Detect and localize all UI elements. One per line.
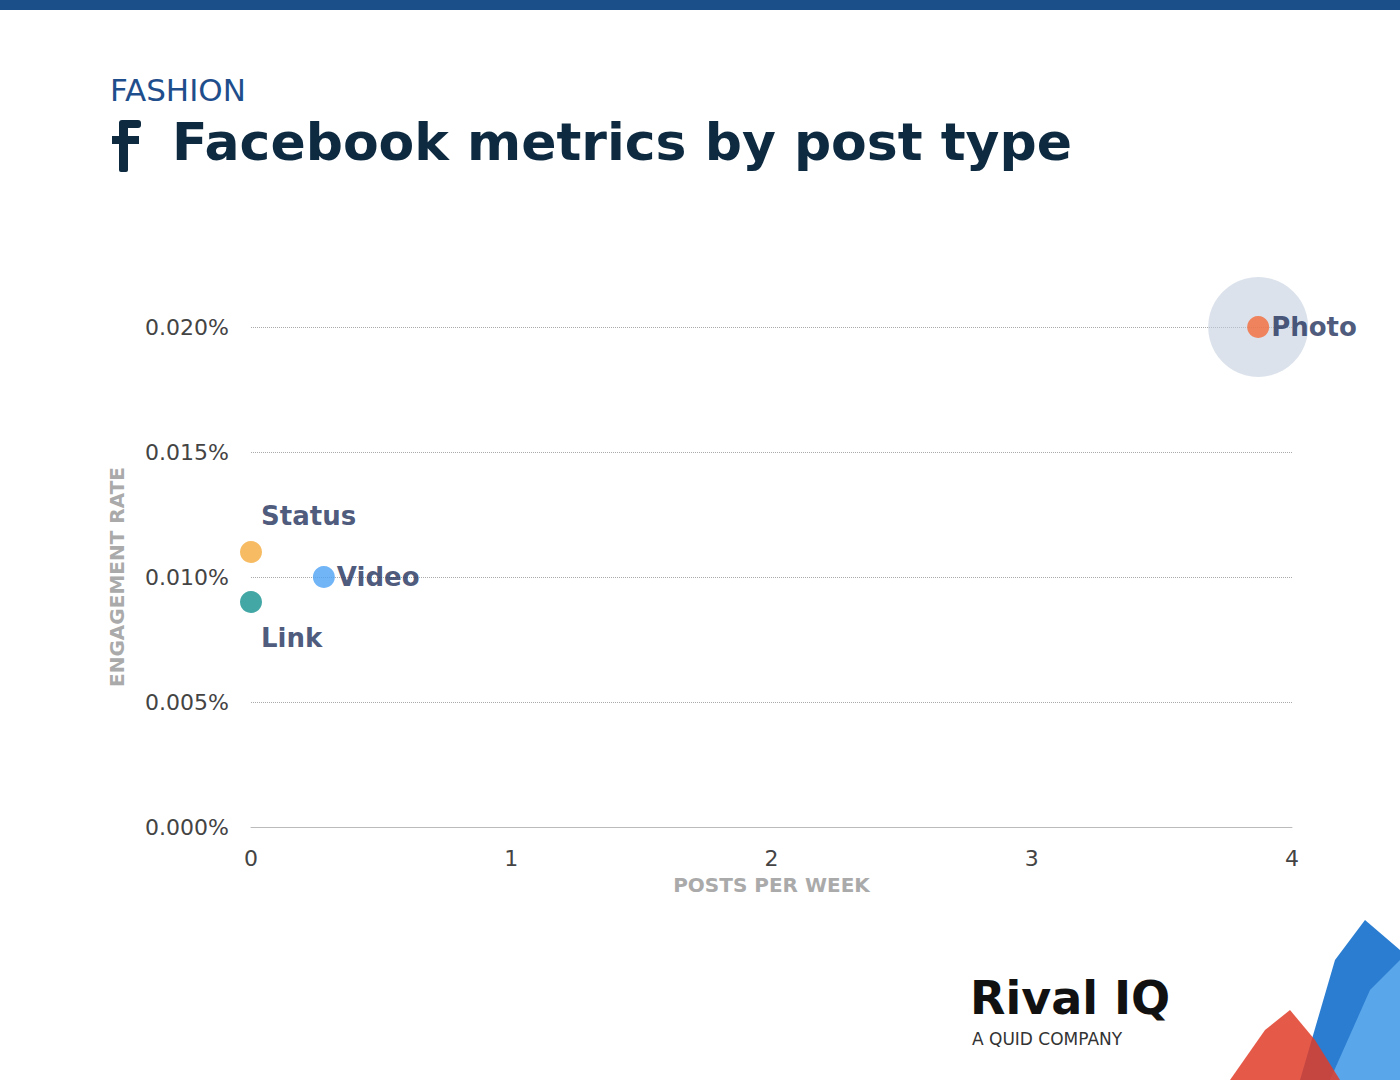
svg-text:Facebook metrics by post type: Facebook metrics by post type <box>172 112 1072 172</box>
svg-text:Photo: Photo <box>1271 312 1357 342</box>
svg-text:0.000%: 0.000% <box>145 815 229 840</box>
svg-text:3: 3 <box>1025 846 1039 871</box>
svg-text:Video: Video <box>337 562 420 592</box>
svg-text:POSTS PER WEEK: POSTS PER WEEK <box>673 873 871 897</box>
svg-text:2: 2 <box>765 846 779 871</box>
svg-text:0.010%: 0.010% <box>145 565 229 590</box>
svg-text:FASHION: FASHION <box>110 72 246 108</box>
svg-text:A QUID COMPANY: A QUID COMPANY <box>972 1029 1123 1049</box>
svg-text:ENGAGEMENT RATE: ENGAGEMENT RATE <box>105 467 129 687</box>
svg-text:Link: Link <box>261 623 323 653</box>
svg-text:Rival IQ: Rival IQ <box>970 971 1170 1025</box>
svg-text:4: 4 <box>1285 846 1299 871</box>
svg-text:0: 0 <box>244 846 258 871</box>
svg-text:0.005%: 0.005% <box>145 690 229 715</box>
svg-text:0.015%: 0.015% <box>145 440 229 465</box>
svg-text:Status: Status <box>261 501 356 531</box>
svg-text:0.020%: 0.020% <box>145 315 229 340</box>
svg-text:1: 1 <box>504 846 518 871</box>
